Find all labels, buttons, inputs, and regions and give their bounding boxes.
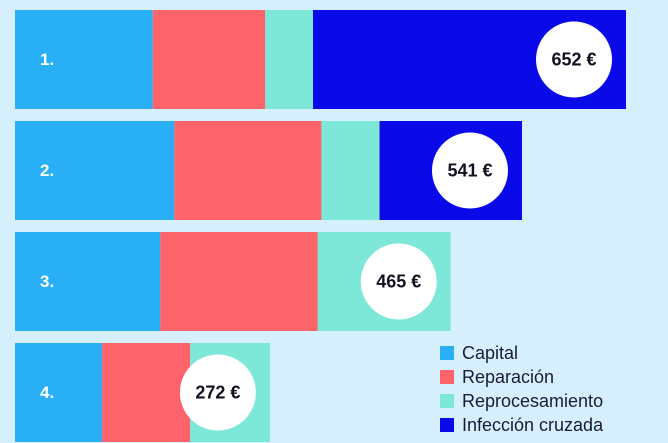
total-badge: [360, 243, 437, 320]
total-badge: [536, 21, 612, 98]
category-label: 4.: [40, 383, 54, 402]
legend-label: Reprocesamiento: [462, 391, 603, 411]
category-label: 2.: [40, 161, 54, 180]
bar-segment: [15, 121, 175, 220]
category-label: 3.: [40, 272, 54, 291]
category-label: 1.: [40, 50, 54, 69]
legend-swatch: [440, 394, 454, 408]
legend-label: Infección cruzada: [462, 415, 604, 435]
bar-segment: [15, 232, 161, 331]
bar-segment: [321, 121, 380, 220]
total-label: 272 €: [195, 382, 240, 402]
total-badge: [179, 354, 256, 431]
legend-label: Reparación: [462, 367, 554, 387]
total-badge: [431, 132, 508, 209]
bar-segment: [160, 232, 318, 331]
total-label: 541 €: [447, 160, 492, 180]
legend-swatch: [440, 418, 454, 432]
legend-swatch: [440, 346, 454, 360]
bar-segment: [15, 343, 103, 442]
bar-segment: [174, 121, 322, 220]
total-label: 652 €: [551, 49, 596, 69]
bar-segment: [102, 343, 191, 442]
legend-swatch: [440, 370, 454, 384]
bar-segment: [265, 10, 314, 109]
bar-segment: [152, 10, 266, 109]
total-label: 465 €: [376, 271, 421, 291]
legend-label: Capital: [462, 343, 518, 363]
bar-segment: [15, 10, 153, 109]
